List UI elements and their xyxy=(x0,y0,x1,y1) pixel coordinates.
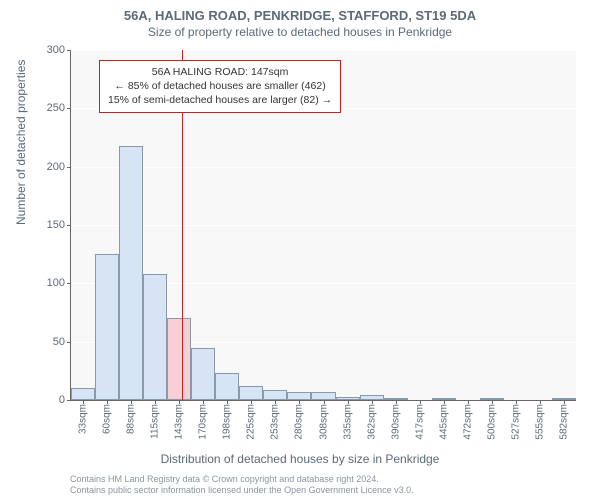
ytick-label: 200 xyxy=(47,161,65,173)
xtick-label: 143sqm xyxy=(174,404,185,440)
histogram-bar xyxy=(215,373,239,400)
xtick-label: 308sqm xyxy=(318,404,329,440)
annotation-line3: 15% of semi-detached houses are larger (… xyxy=(108,93,332,107)
footer-line2: Contains public sector information licen… xyxy=(70,485,414,496)
xtick-label: 527sqm xyxy=(510,404,521,440)
ytick-label: 50 xyxy=(53,336,65,348)
xtick-label: 445sqm xyxy=(438,404,449,440)
xtick-label: 170sqm xyxy=(198,404,209,440)
xtick-label: 33sqm xyxy=(78,404,89,434)
histogram-bar xyxy=(263,390,287,401)
histogram-bar xyxy=(191,348,215,401)
xtick-label: 472sqm xyxy=(462,404,473,440)
xtick-label: 115sqm xyxy=(150,404,161,439)
histogram-bar xyxy=(119,146,143,400)
xtick-label: 362sqm xyxy=(366,404,377,440)
xtick-label: 225sqm xyxy=(246,404,257,440)
ytick-label: 300 xyxy=(47,44,65,56)
histogram-bar xyxy=(239,386,263,400)
xtick-label: 335sqm xyxy=(342,404,353,440)
ytick-label: 100 xyxy=(47,277,65,289)
xtick-label: 88sqm xyxy=(126,404,137,434)
xtick-label: 253sqm xyxy=(270,404,281,440)
footer-attribution: Contains HM Land Registry data © Crown c… xyxy=(70,474,414,497)
histogram-bar xyxy=(95,254,119,400)
chart-title-main: 56A, HALING ROAD, PENKRIDGE, STAFFORD, S… xyxy=(0,0,600,23)
xtick-label: 582sqm xyxy=(558,404,569,440)
ytick-label: 250 xyxy=(47,102,65,114)
y-axis-label: Number of detached properties xyxy=(14,60,28,225)
ytick-label: 0 xyxy=(59,394,65,406)
x-axis-label: Distribution of detached houses by size … xyxy=(0,452,600,466)
ytick-mark xyxy=(67,400,71,401)
annotation-line1: 56A HALING ROAD: 147sqm xyxy=(108,65,332,79)
histogram-bar xyxy=(71,388,95,400)
xtick-label: 500sqm xyxy=(486,404,497,440)
ytick-label: 150 xyxy=(47,219,65,231)
chart-title-sub: Size of property relative to detached ho… xyxy=(0,23,600,39)
xtick-label: 555sqm xyxy=(534,404,545,440)
annotation-line2: ← 85% of detached houses are smaller (46… xyxy=(108,79,332,93)
histogram-bar xyxy=(143,274,167,400)
histogram-bar xyxy=(287,392,311,400)
xtick-label: 390sqm xyxy=(390,404,401,440)
histogram-bar xyxy=(167,318,191,400)
annotation-box: 56A HALING ROAD: 147sqm← 85% of detached… xyxy=(99,60,341,113)
xtick-label: 198sqm xyxy=(222,404,233,440)
xtick-label: 280sqm xyxy=(294,404,305,440)
plot-area: 05010015020025030033sqm60sqm88sqm115sqm1… xyxy=(70,50,576,401)
xtick-label: 417sqm xyxy=(414,404,425,440)
histogram-bar xyxy=(311,392,335,400)
xtick-label: 60sqm xyxy=(102,404,113,434)
footer-line1: Contains HM Land Registry data © Crown c… xyxy=(70,474,414,485)
